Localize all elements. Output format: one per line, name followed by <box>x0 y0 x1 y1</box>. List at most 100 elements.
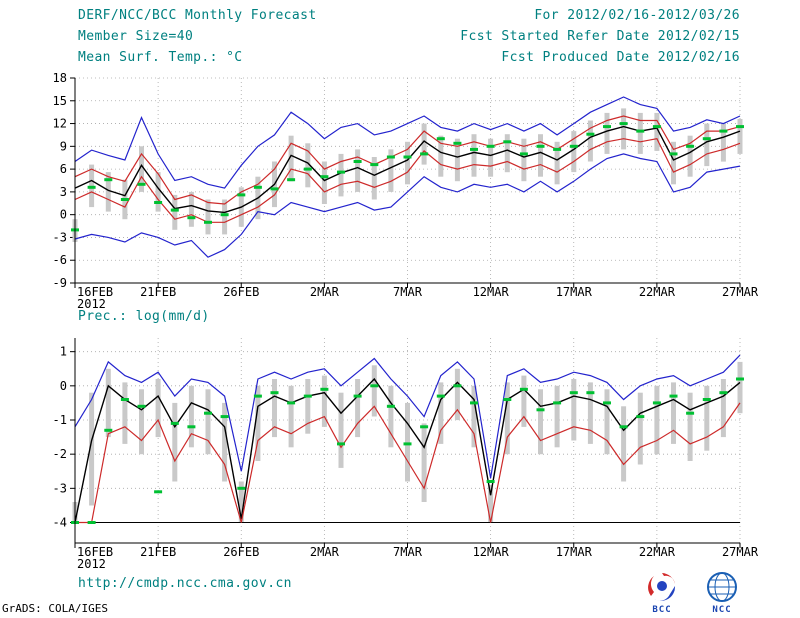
precip-spread-bar <box>687 392 693 461</box>
temp-spread-bar <box>421 123 427 165</box>
temp-spread-bar <box>105 172 111 212</box>
temp-spread-bar <box>571 131 577 173</box>
temp-spread-bar <box>587 120 593 162</box>
temp-spread-bar <box>438 135 444 177</box>
temp-spread-bar <box>654 112 660 151</box>
temp-spread-bar <box>671 141 676 185</box>
footer-url: http://cmdp.ncc.cma.gov.cn <box>78 576 292 591</box>
precip-ytick: 0 <box>60 379 67 393</box>
precip-spread-bar <box>288 385 294 448</box>
temp-spread-bar <box>222 199 228 235</box>
temp-spread-bar <box>554 141 560 185</box>
precip-spread-bar <box>388 385 394 448</box>
precip-xtick: 16FEB <box>77 545 113 559</box>
precip-ytick: -4 <box>53 516 67 530</box>
precip-spread-bar <box>421 423 427 502</box>
bcc-logo-mark <box>648 573 676 601</box>
header-title-left: DERF/NCC/BCC Monthly Forecast <box>78 8 317 23</box>
temp-spread-bar <box>737 119 743 154</box>
precip-spread-bar <box>704 385 710 451</box>
temp-spread-bar <box>471 134 477 177</box>
precip-spread-bar <box>222 402 228 482</box>
precip-spread-bar <box>355 379 361 438</box>
temp-xtick: 16FEB <box>77 285 113 299</box>
precip-xtick: 21FEB <box>140 545 176 559</box>
header-produced-date: Fcst Produced Date 2012/02/16 <box>501 50 740 65</box>
temp-ytick: -6 <box>53 253 67 267</box>
precip-spread-bar <box>571 379 577 441</box>
temp-spread-bar <box>321 161 327 204</box>
precip-spread-bar <box>155 379 161 438</box>
precip-spread-bar <box>305 379 311 434</box>
precip-xtick: 7MAR <box>393 545 423 559</box>
ncc-logo-mark <box>707 572 737 602</box>
bcc-logo-label: BCC <box>652 605 672 615</box>
precip-spread-bar <box>621 406 627 482</box>
header-variable: Mean Surf. Temp.: °C <box>78 50 243 65</box>
temp-spread-bar <box>405 141 410 185</box>
temp-xtick: 21FEB <box>140 285 176 299</box>
precip-spread-bar <box>338 392 344 468</box>
precip-spread-bar <box>122 382 128 444</box>
precip-spread-bar <box>554 385 560 448</box>
precip-spread-bar <box>105 368 111 438</box>
precip-spread-bar <box>188 385 194 448</box>
temp-spread-bar <box>454 138 460 182</box>
temp-xtick: 26FEB <box>223 285 259 299</box>
temp-xtick: 12MAR <box>473 285 510 299</box>
temp-spread-bar <box>704 123 710 167</box>
temp-ytick: 0 <box>60 208 67 222</box>
temp-series-ensemble-max <box>74 96 741 189</box>
temp-ytick: -9 <box>53 276 67 290</box>
precip-spread-bar <box>205 389 211 455</box>
precip-spread-bar <box>438 382 444 444</box>
precip-xtick: 12MAR <box>473 545 510 559</box>
temp-xtick: 27MAR <box>722 285 759 299</box>
temp-spread-bar <box>621 108 627 150</box>
precip-spread-bar <box>604 389 610 455</box>
precip-spread-bar <box>488 484 494 523</box>
precip-spread-bar <box>89 392 95 506</box>
temp-spread-bar <box>521 138 527 182</box>
temp-spread-bar <box>139 146 144 192</box>
precip-series-ensemble-max <box>74 354 741 479</box>
temp-ytick: 9 <box>60 139 67 153</box>
precip-spread-bar <box>737 361 743 414</box>
precip-spread-bar <box>637 392 643 465</box>
bcc-logo: BCC <box>640 570 684 615</box>
precip-xtick: 2MAR <box>310 545 340 559</box>
temp-series-ensemble-min <box>74 153 741 258</box>
precip-spread-bar <box>454 368 460 421</box>
precip-spread-bar <box>238 481 244 523</box>
precip-series-lower-quartile <box>75 402 741 524</box>
temp-series-ensemble-mean <box>74 125 741 214</box>
precip-ytick: -1 <box>53 413 67 427</box>
temp-xtick: 2MAR <box>310 285 340 299</box>
temp-spread-bar <box>205 199 211 235</box>
precip-xtick: 26FEB <box>223 545 259 559</box>
ncc-logo-label: NCC <box>712 605 732 615</box>
precip-spread-bar <box>654 385 660 455</box>
precip-x-sublabel: 2012 <box>77 557 106 571</box>
temp-spread-bar <box>371 157 377 200</box>
temp-spread-bar <box>504 134 510 173</box>
header-title-right: For 2012/02/16-2012/03/26 <box>534 8 740 23</box>
temp-xtick: 7MAR <box>393 285 423 299</box>
temp-ytick: -3 <box>53 230 67 244</box>
temp-spread-bar <box>604 112 610 154</box>
header-refer-date: Fcst Started Refer Date 2012/02/15 <box>460 29 740 44</box>
precip-spread-bar <box>371 365 377 417</box>
temp-x-sublabel: 2012 <box>77 297 106 311</box>
temp-spread-bar <box>388 149 394 192</box>
precip-xtick: 17MAR <box>556 545 593 559</box>
temp-xtick: 22MAR <box>639 285 676 299</box>
precip-spread-bar <box>139 389 144 455</box>
precip-xtick: 27MAR <box>722 545 759 559</box>
precip-spread-bar <box>272 379 277 438</box>
temp-ytick: 3 <box>60 185 67 199</box>
ncc-logo: NCC <box>700 570 744 615</box>
precip-panel-label: Prec.: log(mm/d) <box>78 309 210 324</box>
precip-spread-bar <box>321 375 327 427</box>
precip-spread-bar <box>405 402 410 482</box>
